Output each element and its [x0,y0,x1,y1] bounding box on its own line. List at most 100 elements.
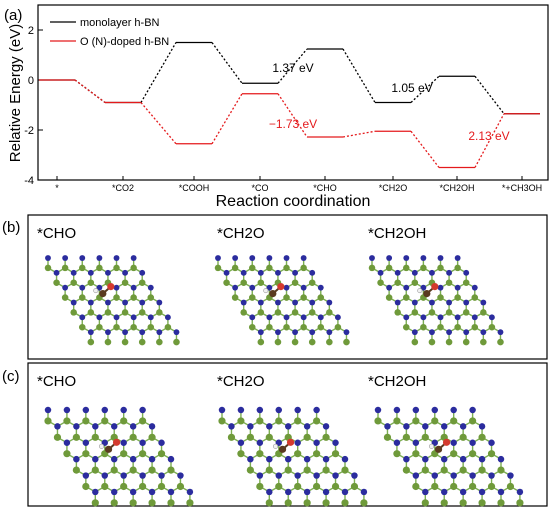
boron-atom [186,499,194,507]
nitrogen-atom [113,314,120,321]
nitrogen-atom [480,299,487,306]
bond-network [377,410,521,503]
x-tick-label: *+CH3OH [502,183,542,193]
nitrogen-atom [257,329,264,336]
boron-atom [87,309,95,316]
nitrogen-atom [164,314,171,321]
nitrogen-atom [257,269,264,276]
nitrogen-atom [62,284,69,291]
energy-annotation: 1.37 eV [272,61,313,75]
boron-atom [350,482,359,491]
boron-atom [303,466,311,474]
nitrogen-atom [459,455,467,463]
nitrogen-atom [139,299,146,306]
boron-atom [300,294,307,301]
nitrogen-atom [129,423,137,430]
nitrogen-atom [63,406,71,414]
boron-atom [231,294,239,301]
nitrogen-atom [313,406,320,414]
structure-title: *CH2OH [368,225,426,242]
boron-atom [257,309,265,316]
boron-atom [129,466,137,474]
connector [277,48,308,84]
boron-atom [459,499,467,507]
boron-atom [317,294,325,301]
boron-atom [61,294,69,301]
nitrogen-atom [110,455,118,463]
nitrogen-atom [386,255,393,261]
series-doped [39,79,540,169]
nitrogen-atom [300,284,307,291]
nitrogen-atom [129,488,137,496]
panel-label-a: (a) [4,7,22,24]
x-tick-label: *COOH [179,183,210,193]
nitrogen-atom [309,329,316,336]
connector [342,48,376,103]
nitrogen-atom [463,299,470,306]
nitrogen-atom [422,488,429,496]
bond-network [47,258,178,343]
nitrogen-atom [44,406,52,414]
boron-atom [462,279,470,286]
nitrogen-atom [82,406,90,414]
nitrogen-atom [403,255,410,261]
nitrogen-atom [469,439,476,447]
nitrogen-atom [469,472,476,479]
boron-atom [411,309,419,316]
boron-atom [497,338,504,346]
boron-atom [437,294,444,301]
nitrogen-atom [284,488,292,496]
nitrogen-atom [228,423,235,430]
boron-atom [265,433,273,441]
adsorbate [263,283,285,298]
boron-atom [257,338,265,346]
nitrogen-atom [412,439,420,447]
boron-atom [82,417,90,425]
boron-atom [317,323,325,331]
nitrogen-atom [360,488,368,496]
boron-atom [291,338,299,346]
boron-atom [412,417,420,425]
boron-atom [256,417,264,425]
nitrogen-atom [322,488,330,496]
nitrogen-atom [377,269,384,276]
nitrogen-atom [420,255,427,261]
nitrogen-atom [101,406,108,414]
boron-atom [487,482,496,491]
nitrogen-atom [488,472,495,479]
nitrogen-atom [167,488,175,496]
boron-atom [313,482,321,491]
boron-atom [72,433,80,441]
y-tick-label: -2 [24,125,34,137]
boron-atom [487,450,496,458]
nitrogen-atom [516,488,524,496]
boron-atom [440,499,448,507]
boron-atom [469,417,477,425]
nitrogen-atom [113,284,120,291]
nitrogen-atom [497,455,505,463]
series-layer [39,41,540,169]
connector [277,93,308,138]
boron-atom [368,264,376,272]
nitrogen-atom [292,329,299,336]
nitrogen-atom [351,472,358,479]
boron-atom [303,433,311,441]
nitrogen-atom [303,423,311,430]
connector [74,79,106,104]
boron-atom [156,309,163,316]
nitrogen-atom [215,255,221,261]
nitrogen-atom [232,255,239,261]
nitrogen-atom [53,269,60,276]
energy-annotation: 2.13 eV [468,129,509,143]
nitrogen-atom [275,406,282,414]
boron-atom [70,279,77,286]
atom-layer [368,255,504,346]
x-tick-label: *CH2OH [439,183,474,193]
boron-atom [393,450,401,458]
boron-atom [148,433,156,441]
nitrogen-atom [96,284,103,291]
structure-b-2: *CH2O [214,225,350,346]
boron-atom [383,433,392,441]
carbon-atom [278,445,287,453]
energy-annotation: −1.73 eV [269,117,317,131]
